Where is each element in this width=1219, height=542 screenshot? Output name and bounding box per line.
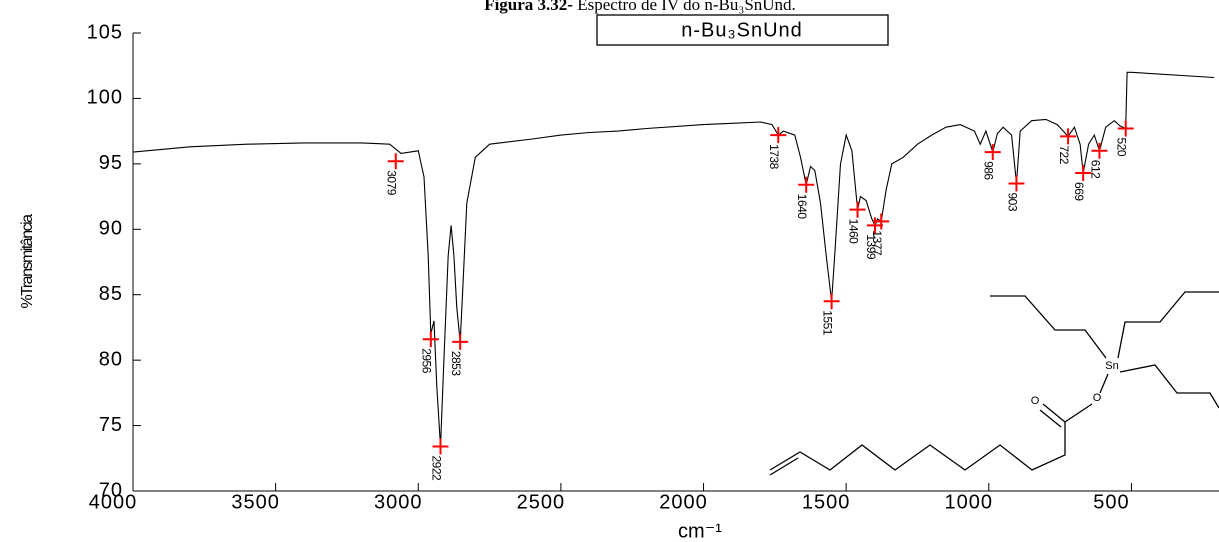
peak-label: 1460 [846,219,860,245]
x-tick-label: 4000 [89,491,138,513]
x-tick-label: 2500 [517,491,566,513]
atom-label: O [1093,392,1102,404]
bond [769,403,1093,471]
y-tick-label: 95 [99,152,123,174]
spectrum-line [132,71,1215,447]
x-tick-label: 3500 [231,491,280,513]
y-tick-label: 80 [99,348,123,370]
legend-label: n-Bu₃SnUnd [681,19,803,41]
bond [1119,364,1219,409]
structure: Sn O O [769,291,1219,476]
title-text: Espectro de IV do n-Bu₃SnUnd. [577,0,796,14]
chart-title: Figura 3.32- Espectro de IV do n-Bu₃SnUn… [484,0,796,14]
bond [769,457,799,476]
bond [1039,409,1062,428]
atom-label: O [1031,395,1040,407]
peak-label: 2853 [449,351,463,377]
bond [990,295,1107,359]
y-axis-label: %Transmitância [19,214,36,309]
x-tick-label: 500 [1093,491,1129,513]
atom-label: Sn [1105,360,1118,372]
peak-label: 669 [1072,182,1086,201]
y-tick-label: 75 [99,414,123,436]
bond [1117,291,1219,359]
y-tick-label: 70 [99,479,123,501]
x-tick-label: 2000 [659,491,708,513]
peak-label: 3079 [385,170,399,196]
bond [1099,373,1109,394]
peak-label: 1738 [767,144,781,170]
x-axis-label: cm⁻¹ [678,520,722,542]
peak-label: 2922 [429,456,443,482]
bond [1042,403,1066,423]
peak-label: 2956 [420,348,434,374]
y-tick-label: 100 [87,87,123,109]
peak-label: 986 [982,161,996,180]
y-tick-label: 85 [99,283,123,305]
peak-label: 612 [1088,160,1102,179]
x-tick-label: 3000 [374,491,423,513]
peak-label: 903 [1005,192,1019,211]
peak-label: 1640 [795,194,809,220]
x-tick-label: 1500 [802,491,851,513]
peak-label: 1377 [870,230,884,256]
peak-label: 520 [1115,138,1129,157]
legend-box [596,14,889,46]
peak-label: 1399 [864,234,878,260]
y-tick-label: 105 [87,21,123,43]
peak-label: 1551 [820,310,834,336]
x-tick-label: 1000 [945,491,994,513]
y-tick-label: 90 [99,218,123,240]
peak-label: 722 [1057,145,1071,164]
title-bold: Figura 3.32- [484,0,573,14]
